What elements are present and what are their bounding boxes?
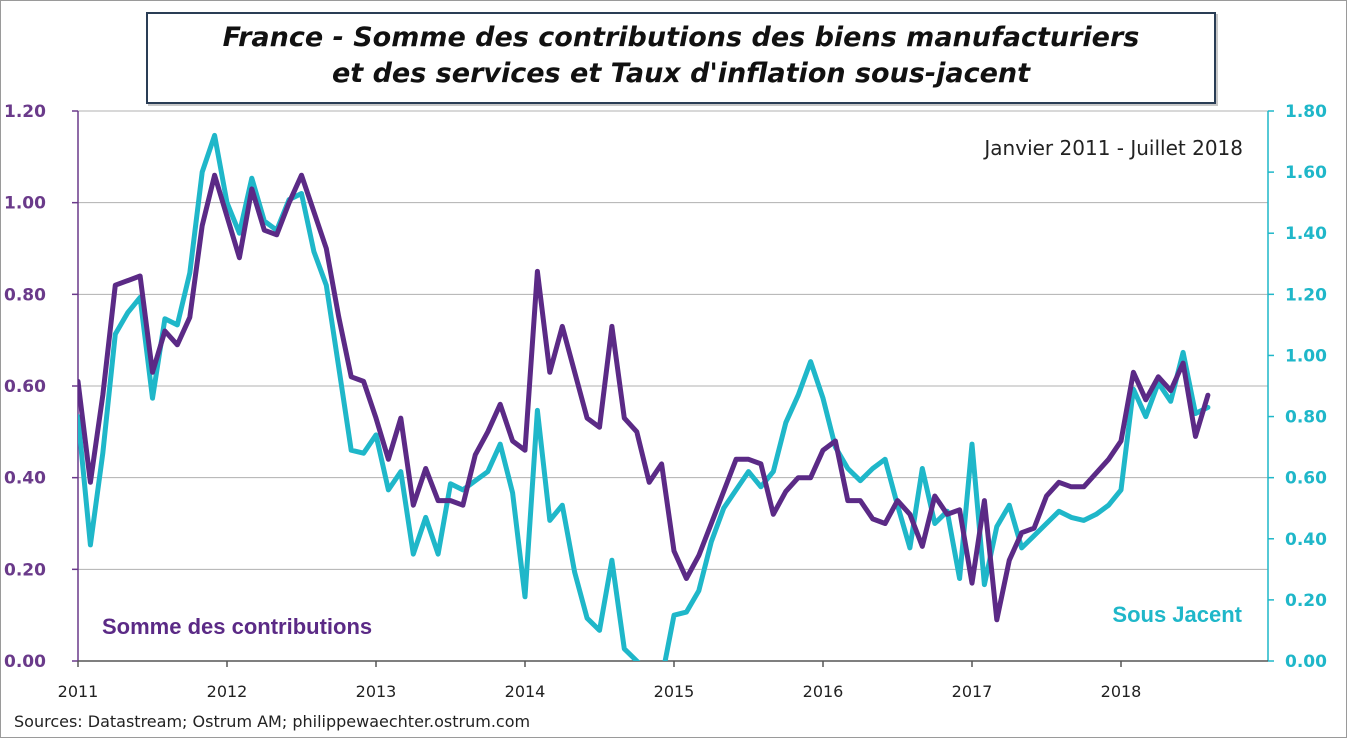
series-line-somme — [78, 172, 1211, 623]
y-right-tick-label: 1.00 — [1285, 346, 1327, 366]
y-right-tick-label: 0.20 — [1285, 591, 1327, 611]
y-left-tick-label: 0.40 — [4, 469, 46, 489]
y-left-tick-label: 0.60 — [4, 377, 46, 397]
x-tick-label: 2012 — [207, 682, 248, 701]
period-label: Janvier 2011 - Juillet 2018 — [982, 136, 1243, 160]
x-tick-label: 2018 — [1101, 682, 1142, 701]
x-tick-label: 2016 — [803, 682, 844, 701]
y-left-tick-label: 0.20 — [4, 560, 46, 580]
y-left-tick-label: 1.00 — [4, 194, 46, 214]
y-right-tick-label: 1.60 — [1285, 163, 1327, 183]
chart-title-line-1: France - Somme des contributions des bie… — [222, 22, 1140, 53]
y-right-tick-label: 1.80 — [1285, 102, 1327, 122]
x-tick-label: 2013 — [356, 682, 397, 701]
series-label-sous-jacent: Sous Jacent — [1112, 602, 1242, 627]
tick-labels: 0.00 0.20 0.40 0.60 0.80 1.00 1.20 0.00 0.20 0.40… — [4, 102, 1327, 701]
series-lines — [78, 132, 1211, 661]
gridlines — [78, 110, 1268, 570]
y-left-tick-label: 0.00 — [4, 652, 46, 672]
chart-title-line-2: et des services et Taux d'inflation sous… — [331, 58, 1031, 89]
series-label-somme: Somme des contributions — [102, 614, 372, 639]
x-tick-label: 2011 — [58, 682, 99, 701]
chart-title-box: France - Somme des contributions des bie… — [146, 12, 1216, 104]
y-right-tick-label: 1.20 — [1285, 285, 1327, 305]
y-left-tick-label: 1.20 — [4, 102, 46, 122]
y-right-tick-label: 1.40 — [1285, 224, 1327, 244]
x-tick-label: 2017 — [952, 682, 993, 701]
y-right-tick-label: 0.00 — [1285, 652, 1327, 672]
y-right-tick-label: 0.80 — [1285, 408, 1327, 428]
source-note: Sources: Datastream; Ostrum AM; philippe… — [14, 712, 530, 731]
y-right-tick-label: 0.60 — [1285, 469, 1327, 489]
x-tick-label: 2015 — [654, 682, 695, 701]
y-right-tick-label: 0.40 — [1285, 530, 1327, 550]
x-tick-label: 2014 — [505, 682, 546, 701]
y-left-tick-label: 0.80 — [4, 285, 46, 305]
